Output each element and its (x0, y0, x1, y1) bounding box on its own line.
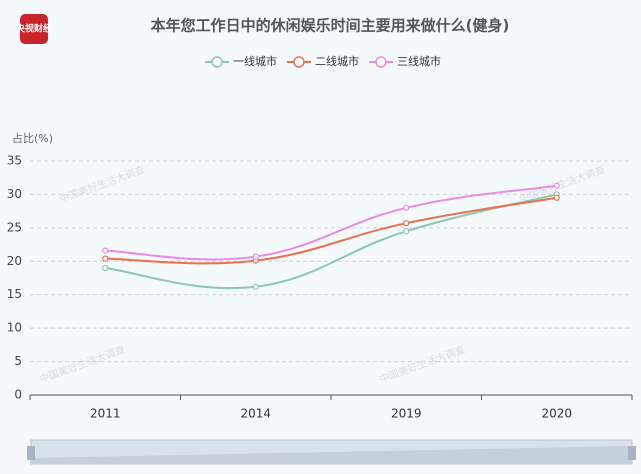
x-tick-label: 2020 (541, 407, 572, 421)
zoom-preview (31, 446, 632, 464)
legend-label: 三线城市 (397, 54, 441, 68)
y-tick-label: 10 (7, 321, 22, 335)
point (102, 264, 109, 272)
watermark: 中国美好生活大调查 (58, 163, 147, 206)
point (102, 255, 109, 262)
chart-title: 本年您工作日中的休闲娱乐时间主要用来做什么(健身) (151, 17, 510, 35)
legend-marker (211, 56, 223, 68)
legend-label: 一线城市 (233, 54, 277, 68)
y-tick-label: 30 (7, 187, 22, 201)
point (553, 194, 560, 201)
y-tick-label: 5 (14, 354, 22, 368)
y-tick-label: 0 (14, 388, 22, 402)
x-tick-label: 2014 (240, 407, 271, 421)
x-tick-label: 2011 (90, 407, 121, 421)
watermark: 中国美好生活大调查 (378, 343, 467, 386)
x-tick-label: 2019 (391, 407, 422, 421)
legend-marker (293, 56, 305, 68)
point (102, 247, 109, 254)
y-tick-label: 20 (7, 254, 22, 268)
y-tick-label: 15 (7, 287, 22, 301)
point (553, 182, 560, 189)
zoom-handle[interactable] (27, 446, 35, 460)
point (403, 228, 410, 235)
y-tick-label: 35 (7, 154, 22, 168)
logo-box (20, 14, 48, 44)
y-tick-label: 25 (7, 220, 22, 234)
series-line (105, 196, 557, 265)
watermark: 中国美好生活大调查 (518, 163, 607, 206)
zoom-handle[interactable] (628, 446, 636, 460)
logo: 央视财经 (16, 23, 52, 35)
legend-marker (375, 56, 387, 68)
y-axis-label: 占比(%) (12, 131, 53, 145)
legend-label: 二线城市 (315, 54, 359, 68)
point (403, 220, 410, 227)
point (252, 253, 259, 260)
watermark: 中国美好生活大调查 (38, 343, 127, 386)
point (403, 204, 410, 211)
point (252, 283, 259, 290)
series-line (105, 184, 557, 261)
